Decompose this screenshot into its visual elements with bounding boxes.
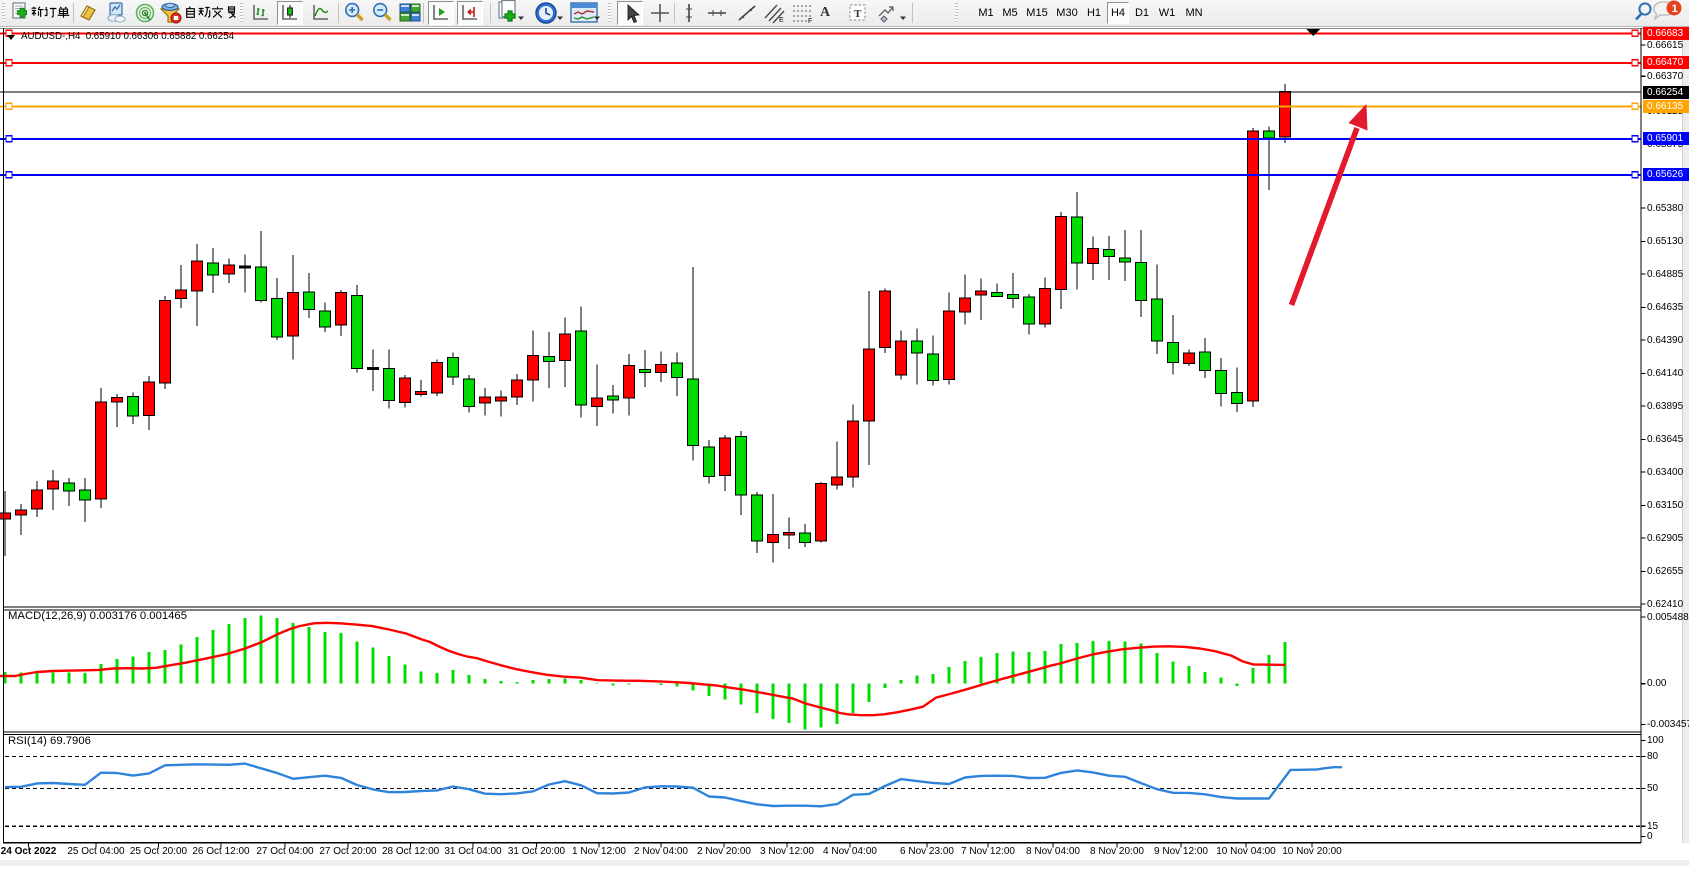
svg-text:T: T (854, 8, 862, 20)
svg-text:F: F (808, 18, 812, 24)
svg-text:1: 1 (1672, 3, 1678, 15)
svg-text:E: E (779, 17, 784, 24)
